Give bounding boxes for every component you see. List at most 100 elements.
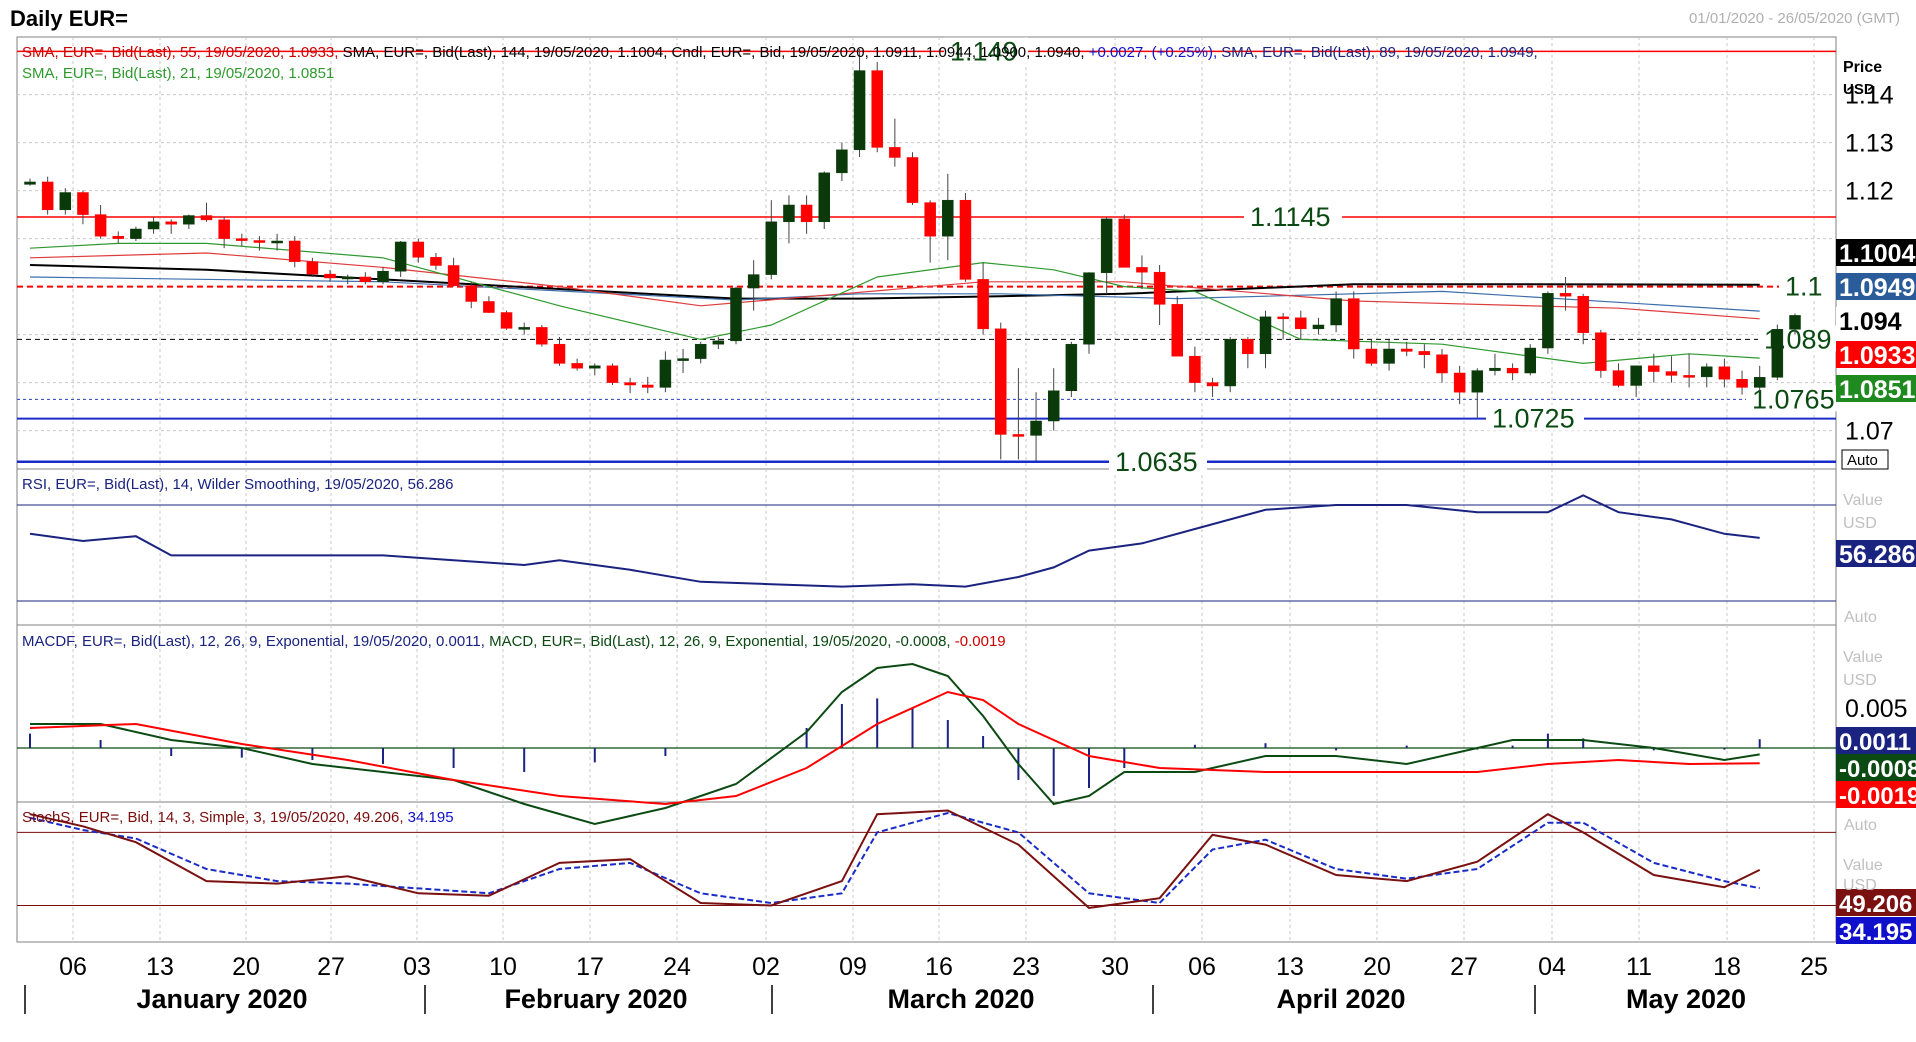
stoch-axis-title: Value	[1843, 857, 1883, 874]
bull-candle	[1383, 348, 1395, 364]
bull-candle	[853, 70, 866, 151]
bull-candle	[1083, 272, 1095, 345]
bear-candle	[1453, 372, 1466, 393]
bear-candle	[606, 365, 619, 383]
price-tick-label: 1.07	[1845, 418, 1894, 446]
rsi-auto-label[interactable]: Auto	[1844, 609, 1877, 626]
bear-candle	[1400, 348, 1413, 352]
bear-candle	[871, 70, 883, 148]
bear-candle	[1595, 332, 1607, 371]
bull-candle	[1330, 298, 1342, 326]
bull-candle	[1789, 315, 1801, 330]
month-label: February 2020	[504, 984, 687, 1014]
legend-part: MACD, EUR=, Bid(Last), 12, 26, 9, Expone…	[485, 633, 951, 650]
macd-tag-label: 0.0011	[1839, 729, 1911, 756]
bear-candle	[536, 327, 548, 345]
legend-part: 34.195	[404, 809, 454, 826]
bull-candle	[1471, 370, 1484, 393]
level-label: 1.0725	[1492, 404, 1575, 434]
level-label: 1.149	[950, 36, 1018, 66]
bull-candle	[1489, 367, 1501, 371]
bull-candle	[730, 287, 742, 342]
legend-part: -0.0019	[951, 633, 1006, 650]
bear-candle	[41, 181, 54, 211]
month-label: March 2020	[887, 984, 1034, 1014]
bear-candle	[324, 273, 336, 279]
bull-candle	[24, 181, 36, 185]
price-tag	[1836, 307, 1916, 334]
bear-candle	[1348, 298, 1360, 350]
macd-axis-unit: USD	[1843, 672, 1877, 689]
bull-candle	[518, 327, 530, 330]
stoch-d-line	[29, 811, 1760, 905]
level-label-bg	[1779, 272, 1835, 299]
bull-candle	[1030, 420, 1042, 436]
x-tick-label: 24	[663, 953, 691, 981]
macd-signal-line	[29, 690, 1760, 806]
chart-marks: 1.1491.11451.11.0891.07651.07251.06351.1…	[17, 36, 1916, 946]
bear-candle	[1118, 218, 1131, 268]
legend-part: SMA, EUR=, Bid(Last), 89, 19/05/2020, 1.…	[1217, 44, 1538, 61]
bear-candle	[959, 199, 972, 280]
bear-candle	[1153, 271, 1166, 305]
bear-candle	[1242, 339, 1254, 355]
price-tag-label: 1.1004	[1839, 240, 1916, 268]
sma89-line	[29, 276, 1760, 312]
macd-auto-label[interactable]: Auto	[1844, 817, 1877, 834]
rsi-axis-title: Value	[1843, 492, 1883, 509]
x-tick-label: 25	[1800, 953, 1828, 981]
bear-candle	[289, 240, 301, 262]
stoch-axis-unit: USD	[1843, 877, 1877, 894]
bull-candle	[712, 340, 725, 345]
bull-candle	[589, 365, 601, 369]
bear-candle	[924, 202, 936, 237]
bear-candle	[1418, 351, 1431, 356]
x-tick-label: 03	[403, 953, 431, 981]
bear-candle	[112, 235, 124, 239]
bear-candle	[995, 328, 1007, 435]
bear-candle	[1736, 378, 1748, 388]
bear-candle	[200, 215, 213, 221]
bull-candle	[1259, 316, 1272, 355]
bear-candle	[642, 384, 654, 388]
price-tick-label: 1.13	[1845, 130, 1894, 158]
bear-candle	[1559, 293, 1572, 297]
price-axis-unit: USD	[1843, 81, 1875, 98]
date-range: 01/01/2020 - 26/05/2020 (GMT)	[1689, 10, 1900, 27]
bear-candle	[624, 382, 636, 386]
x-tick-label: 06	[59, 953, 87, 981]
month-label: May 2020	[1626, 984, 1746, 1014]
price-auto-button[interactable]	[1841, 449, 1889, 470]
month-label: January 2020	[136, 984, 307, 1014]
x-axis: 06 13 20 27 03 10 17 24 02 09 16 23 30 06 13 20 27 04 11 18…	[24, 953, 1828, 1014]
level-label-bg	[1746, 385, 1844, 412]
price-tag	[1836, 273, 1916, 300]
x-tick-label: 13	[146, 953, 174, 981]
legend-part: +0.0027, (+0.25%),	[1085, 44, 1218, 61]
bull-candle	[130, 228, 142, 239]
bear-candle	[977, 279, 989, 330]
bear-candle	[1436, 354, 1448, 374]
price-tag	[1836, 375, 1916, 402]
level-label: 1.1145	[1250, 202, 1331, 232]
bear-candle	[465, 285, 477, 302]
bull-candle	[1224, 339, 1236, 387]
bull-candle	[1701, 366, 1713, 378]
stoch-k-line	[29, 809, 1761, 909]
bull-candle	[1312, 324, 1325, 330]
x-tick-label: 13	[1276, 953, 1304, 981]
x-tick-label: 11	[1626, 953, 1652, 981]
bear-candle	[500, 312, 513, 329]
price-legend-line2: SMA, EUR=, Bid(Last), 21, 19/05/2020, 1.…	[22, 65, 334, 82]
bull-candle	[147, 221, 160, 230]
x-tick-label: 30	[1101, 953, 1129, 981]
bear-candle	[571, 363, 583, 369]
bear-candle	[1136, 267, 1148, 273]
x-tick-label: 23	[1012, 953, 1040, 981]
bull-candle	[677, 358, 689, 361]
stoch-tag-label: 49.206	[1839, 891, 1912, 918]
bear-candle	[1277, 316, 1289, 320]
bull-candle	[1630, 365, 1642, 386]
price-legend-line1: SMA, EUR=, Bid(Last), 55, 19/05/2020, 1.…	[22, 44, 1538, 61]
